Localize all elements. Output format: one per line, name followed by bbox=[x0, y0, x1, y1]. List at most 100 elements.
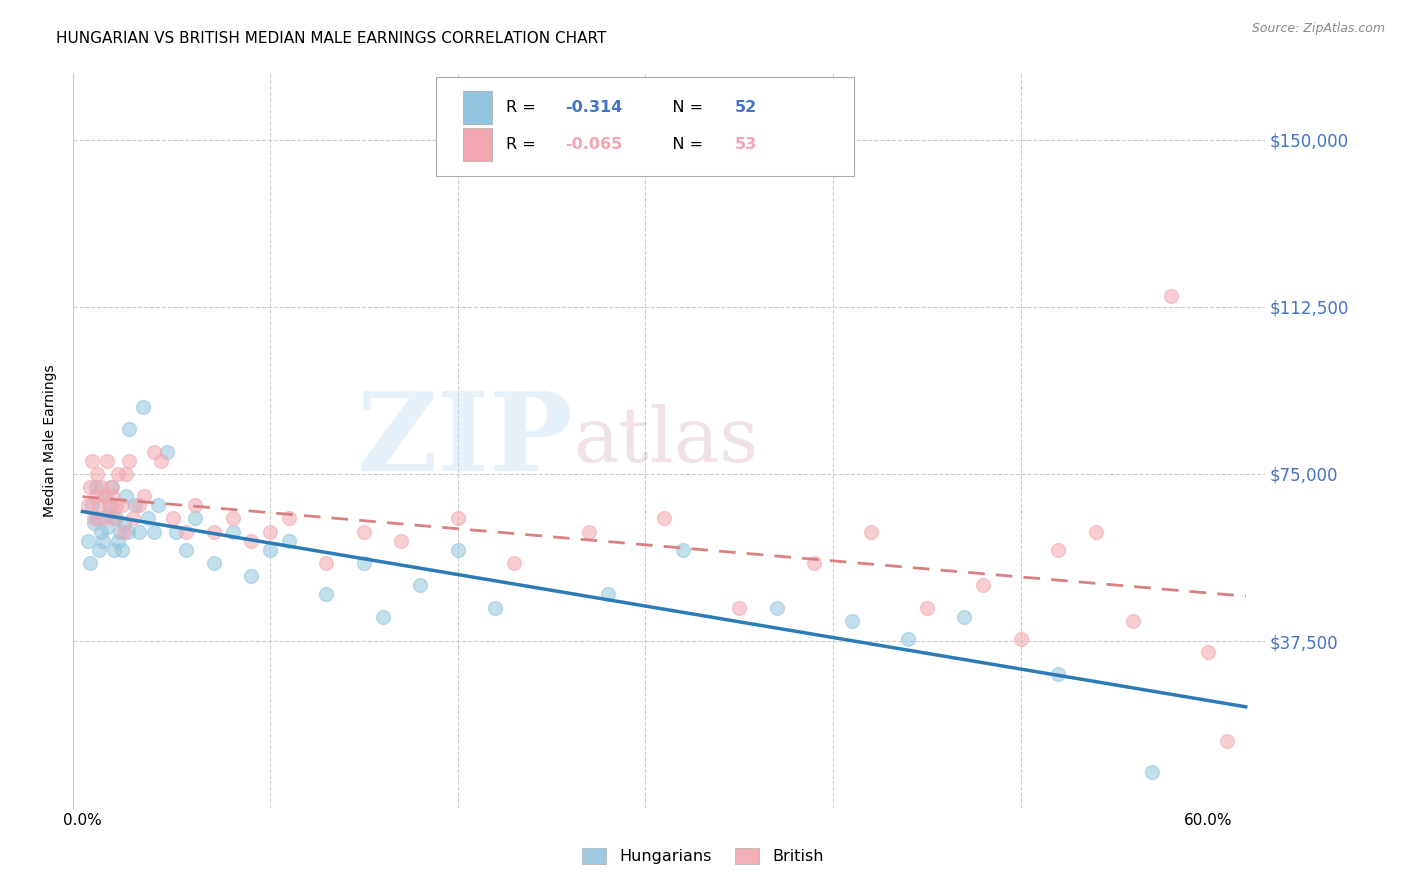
Y-axis label: Median Male Earnings: Median Male Earnings bbox=[44, 364, 58, 516]
Point bbox=[156, 444, 179, 458]
Point bbox=[101, 489, 124, 503]
Point bbox=[803, 556, 825, 570]
Text: atlas: atlas bbox=[574, 403, 759, 477]
Point bbox=[108, 524, 131, 539]
Point bbox=[83, 511, 105, 525]
Point bbox=[124, 498, 146, 512]
Text: ZIP: ZIP bbox=[357, 387, 574, 494]
Point bbox=[107, 533, 129, 548]
Point bbox=[90, 524, 112, 539]
Point bbox=[114, 489, 136, 503]
Point bbox=[277, 511, 299, 525]
Point bbox=[136, 511, 159, 525]
Point bbox=[221, 524, 243, 539]
Point bbox=[259, 542, 281, 557]
Point bbox=[97, 498, 120, 512]
Point bbox=[315, 556, 337, 570]
Point bbox=[150, 453, 173, 467]
Point bbox=[100, 480, 122, 494]
Point bbox=[165, 524, 187, 539]
Point bbox=[1197, 645, 1219, 659]
Point bbox=[111, 542, 134, 557]
Point bbox=[86, 467, 108, 481]
Point bbox=[96, 520, 118, 534]
Point bbox=[915, 600, 938, 615]
Point bbox=[111, 498, 134, 512]
Point bbox=[1122, 614, 1144, 628]
Point bbox=[91, 511, 114, 525]
Point bbox=[202, 524, 225, 539]
Point bbox=[447, 542, 470, 557]
FancyBboxPatch shape bbox=[463, 91, 492, 124]
Point bbox=[240, 533, 263, 548]
Point bbox=[353, 524, 375, 539]
Point bbox=[118, 422, 141, 436]
Text: 53: 53 bbox=[734, 136, 756, 152]
Point bbox=[114, 467, 136, 481]
Text: N =: N = bbox=[657, 100, 709, 115]
Point bbox=[79, 556, 101, 570]
Point bbox=[89, 542, 111, 557]
Point bbox=[277, 533, 299, 548]
Point bbox=[409, 578, 432, 592]
Point bbox=[259, 524, 281, 539]
Point bbox=[146, 498, 169, 512]
Point bbox=[841, 614, 863, 628]
Point bbox=[1216, 734, 1239, 748]
Point bbox=[105, 511, 128, 525]
Text: -0.065: -0.065 bbox=[565, 136, 623, 152]
Point bbox=[128, 524, 150, 539]
Point bbox=[672, 542, 695, 557]
Point bbox=[117, 524, 139, 539]
Point bbox=[142, 444, 165, 458]
Point bbox=[578, 524, 600, 539]
Text: R =: R = bbox=[506, 136, 540, 152]
Text: N =: N = bbox=[657, 136, 709, 152]
Point bbox=[94, 489, 117, 503]
Point bbox=[80, 498, 103, 512]
Point bbox=[84, 489, 107, 503]
FancyBboxPatch shape bbox=[436, 77, 853, 176]
Point bbox=[112, 524, 135, 539]
Point bbox=[765, 600, 787, 615]
Point bbox=[162, 511, 184, 525]
Point bbox=[184, 511, 207, 525]
Point bbox=[1160, 289, 1182, 303]
Point bbox=[371, 609, 394, 624]
Text: Source: ZipAtlas.com: Source: ZipAtlas.com bbox=[1251, 22, 1385, 36]
Point bbox=[79, 480, 101, 494]
Point bbox=[122, 511, 145, 525]
Point bbox=[897, 632, 920, 646]
Point bbox=[128, 498, 150, 512]
Point bbox=[315, 587, 337, 601]
Point bbox=[86, 511, 108, 525]
Point bbox=[503, 556, 526, 570]
Point bbox=[80, 453, 103, 467]
Point bbox=[103, 542, 125, 557]
Point bbox=[240, 569, 263, 583]
Point bbox=[90, 480, 112, 494]
Point bbox=[447, 511, 470, 525]
Point bbox=[142, 524, 165, 539]
Point bbox=[953, 609, 976, 624]
Point bbox=[1140, 765, 1163, 780]
Point bbox=[174, 524, 197, 539]
Point bbox=[131, 400, 153, 414]
Point bbox=[1047, 667, 1070, 681]
Text: -0.314: -0.314 bbox=[565, 100, 623, 115]
Point bbox=[77, 533, 100, 548]
Point bbox=[728, 600, 751, 615]
Point bbox=[89, 498, 111, 512]
Text: 52: 52 bbox=[734, 100, 756, 115]
Point bbox=[84, 480, 107, 494]
Point bbox=[184, 498, 207, 512]
Point bbox=[100, 498, 122, 512]
Point bbox=[859, 524, 882, 539]
Point bbox=[97, 507, 120, 521]
Point bbox=[202, 556, 225, 570]
Point bbox=[112, 516, 135, 530]
Point bbox=[596, 587, 619, 601]
Point bbox=[1084, 524, 1107, 539]
Text: R =: R = bbox=[506, 100, 540, 115]
Point bbox=[107, 467, 129, 481]
